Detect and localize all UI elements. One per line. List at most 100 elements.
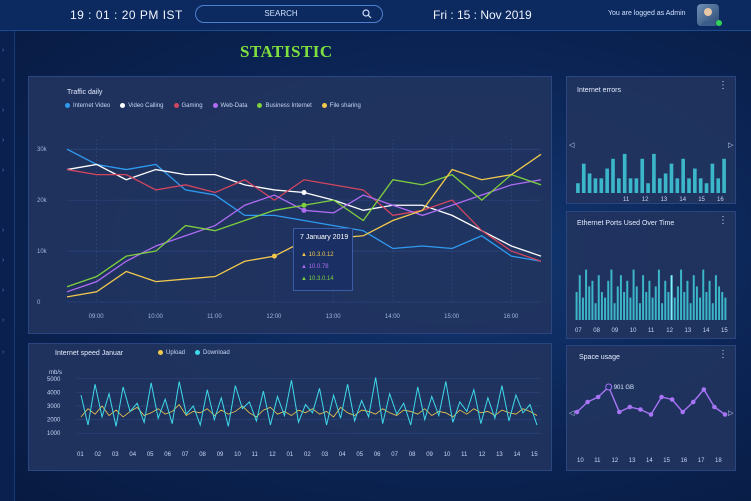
sidebar-chevron-icon[interactable]: › xyxy=(2,257,5,264)
y-tick-label: 10k xyxy=(37,249,48,255)
space-chart: 901 GB ◁ ▷ 10 11 12 13 14 15 16 17 18 xyxy=(569,383,734,464)
legend-item[interactable]: Video Calling xyxy=(120,103,164,109)
x-tick-label: 07 xyxy=(575,328,582,334)
x-tick-label: 12 xyxy=(642,197,649,203)
x-tick-label: 12 xyxy=(269,452,276,458)
bar xyxy=(681,158,685,193)
x-tick-label: 08 xyxy=(199,452,206,458)
series-line-upload xyxy=(80,404,538,418)
sidebar-chevron-icon[interactable]: › xyxy=(2,77,5,84)
online-status-dot xyxy=(716,20,722,26)
x-tick-label: 13 xyxy=(685,328,692,334)
bar xyxy=(629,297,632,320)
sidebar-chevron-icon[interactable]: › xyxy=(2,227,5,234)
sidebar-chevron-icon[interactable]: › xyxy=(2,349,5,356)
sidebar-chevron-icon[interactable]: › xyxy=(2,107,5,114)
sidebar-chevron-icon[interactable]: › xyxy=(2,317,5,324)
x-tick-label: 08 xyxy=(593,328,600,334)
bar xyxy=(670,275,673,320)
bar xyxy=(638,303,641,320)
x-tick-label: 14:00 xyxy=(385,314,401,320)
y-tick-label: 30k xyxy=(37,147,48,153)
bar xyxy=(635,286,638,320)
x-tick-label: 03 xyxy=(321,452,328,458)
sidebar-chevron-icon[interactable]: › xyxy=(2,137,5,144)
space-title: Space usage xyxy=(579,354,620,361)
bar xyxy=(616,286,619,320)
data-point xyxy=(680,409,686,415)
data-point xyxy=(271,253,277,259)
legend-swatch xyxy=(212,103,218,108)
bar xyxy=(714,275,717,320)
x-tick-label: 11 xyxy=(252,452,259,458)
search-icon[interactable] xyxy=(362,9,372,19)
legend-item[interactable]: Upload xyxy=(158,350,185,356)
data-point xyxy=(616,409,622,415)
x-tick-label: 01 xyxy=(77,452,84,458)
bar xyxy=(686,280,689,320)
data-point xyxy=(605,383,613,391)
more-options-icon[interactable]: ⋮ xyxy=(718,80,728,91)
x-tick-label: 16 xyxy=(717,197,724,203)
bar xyxy=(680,269,683,320)
search-input[interactable]: SEARCH xyxy=(264,9,298,18)
legend-item[interactable]: Gaming xyxy=(173,103,203,109)
x-tick-label: 06 xyxy=(374,452,381,458)
x-tick-label: 09 xyxy=(217,452,224,458)
legend-swatch xyxy=(65,103,70,108)
x-tick-label: 04 xyxy=(339,452,346,458)
bar xyxy=(623,292,626,320)
bar xyxy=(667,292,670,320)
speed-title: Internet speed Januar xyxy=(55,350,124,357)
clock-time: 19 : 01 : 20 PM IST xyxy=(70,8,183,22)
legend-item[interactable]: File sharing xyxy=(321,103,361,109)
sidebar-chevron-icon[interactable]: › xyxy=(2,47,5,54)
search-box[interactable]: SEARCH xyxy=(195,5,383,23)
bar xyxy=(622,153,627,193)
y-tick-label: 3000 xyxy=(47,404,61,410)
legend-item[interactable]: Download xyxy=(195,350,230,356)
x-tick-label: 07 xyxy=(391,452,398,458)
x-tick-label: 14 xyxy=(646,458,653,464)
x-tick-label: 09 xyxy=(426,452,433,458)
more-options-icon[interactable]: ⋮ xyxy=(718,215,728,226)
avatar[interactable] xyxy=(697,4,719,26)
x-tick-label: 11 xyxy=(461,452,468,458)
bar xyxy=(581,163,586,193)
data-point xyxy=(638,407,643,412)
more-options-icon[interactable]: ⋮ xyxy=(718,349,728,360)
tooltip-value: 10.3.0.12 xyxy=(308,252,334,258)
bar xyxy=(600,292,603,320)
bar xyxy=(645,292,648,320)
bar xyxy=(675,178,680,193)
y-tick-label: 4000 xyxy=(47,390,61,396)
next-arrow-icon: ▷ xyxy=(728,142,734,149)
data-point xyxy=(627,404,633,410)
prev-arrow-icon: ◁ xyxy=(569,142,575,149)
bar xyxy=(626,280,629,320)
bar xyxy=(693,168,697,193)
y-tick-label: 1000 xyxy=(47,431,61,437)
legend-item[interactable]: Internet Video xyxy=(65,103,110,109)
x-tick-label: 03 xyxy=(112,452,119,458)
x-tick-label: 14 xyxy=(703,328,710,334)
tooltip-row: ▲ 10.3.0.14 xyxy=(301,276,334,282)
errors-chart: ◁ ▷ 11 12 13 14 15 16 xyxy=(569,142,734,203)
tooltip-row: ▲ 10.3.0.12 xyxy=(301,252,334,258)
bar xyxy=(646,183,650,193)
bar xyxy=(613,303,616,320)
bar xyxy=(604,297,607,320)
x-tick-label: 05 xyxy=(147,452,154,458)
x-tick-label: 16:00 xyxy=(503,314,519,320)
sidebar-chevron-icon[interactable]: › xyxy=(2,287,5,294)
legend-item[interactable]: Web-Data xyxy=(212,103,247,109)
bar xyxy=(576,183,580,193)
legend-item[interactable]: Business Internet xyxy=(257,103,312,109)
sidebar-chevron-icon[interactable]: › xyxy=(2,167,5,174)
legend-label: Upload xyxy=(166,350,186,357)
peak-label: 901 GB xyxy=(614,385,634,391)
x-tick-label: 15 xyxy=(531,452,538,458)
legend-swatch xyxy=(158,350,163,355)
errors-title: Internet errors xyxy=(577,87,621,94)
top-bar: 19 : 01 : 20 PM IST SEARCH Fri : 15 : No… xyxy=(0,0,751,31)
